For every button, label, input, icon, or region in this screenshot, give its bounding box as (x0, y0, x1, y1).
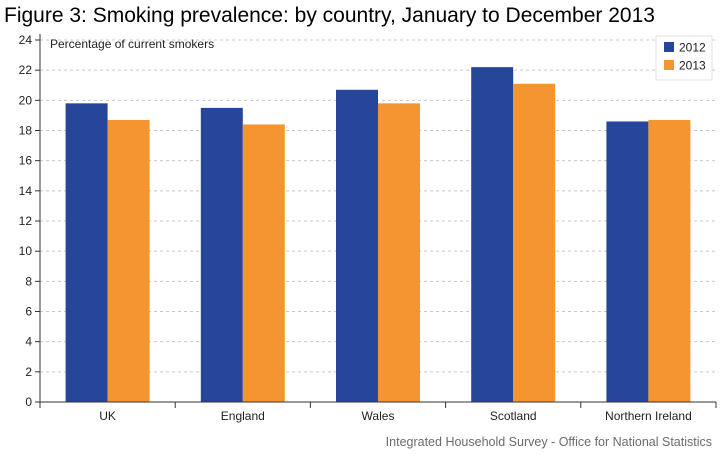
y-axis-label: Percentage of current smokers (50, 37, 214, 51)
legend-swatch-2012 (664, 42, 674, 52)
y-tick-label: 24 (19, 33, 33, 47)
bar-wales-2012 (336, 89, 378, 403)
y-tick-label: 22 (19, 63, 33, 77)
x-tick-label: Northern Ireland (605, 409, 692, 423)
x-tick-label: Scotland (490, 409, 537, 423)
y-tick-label: 8 (25, 274, 32, 288)
y-tick-label: 0 (25, 395, 32, 409)
legend-label: 2013 (679, 59, 706, 73)
legend-swatch-2013 (664, 60, 674, 70)
y-tick-label: 6 (25, 305, 32, 319)
y-tick-label: 2 (25, 365, 32, 379)
bars (65, 67, 691, 403)
bar-uk-2012 (65, 103, 108, 402)
y-tick-label: 10 (19, 244, 33, 258)
bar-uk-2013 (107, 119, 150, 403)
bar-northern-ireland-2012 (606, 121, 649, 402)
legend: 2012 2013 (655, 35, 713, 81)
bar-england-2012 (200, 107, 243, 402)
legend-label: 2012 (679, 41, 706, 55)
x-tick-label: England (221, 409, 265, 423)
bar-scotland-2013 (513, 83, 556, 402)
bar-northern-ireland-2013 (648, 119, 691, 403)
bar-wales-2013 (378, 103, 420, 402)
x-tick-label: Wales (362, 409, 395, 423)
y-tick-label: 20 (19, 93, 33, 107)
y-tick-label: 16 (19, 154, 33, 168)
source-note: Integrated Household Survey - Office for… (385, 435, 712, 449)
chart-title: Figure 3: Smoking prevalence: by country… (4, 4, 655, 27)
y-tick-label: 14 (19, 184, 33, 198)
y-tick-label: 12 (19, 214, 33, 228)
x-tick-label: UK (99, 409, 116, 423)
y-tick-label: 18 (19, 124, 33, 138)
bar-scotland-2012 (471, 67, 514, 403)
bar-england-2013 (242, 124, 285, 402)
x-axis: UK England Wales Scotland Northern Ireland (39, 401, 717, 423)
y-tick-label: 4 (25, 335, 32, 349)
